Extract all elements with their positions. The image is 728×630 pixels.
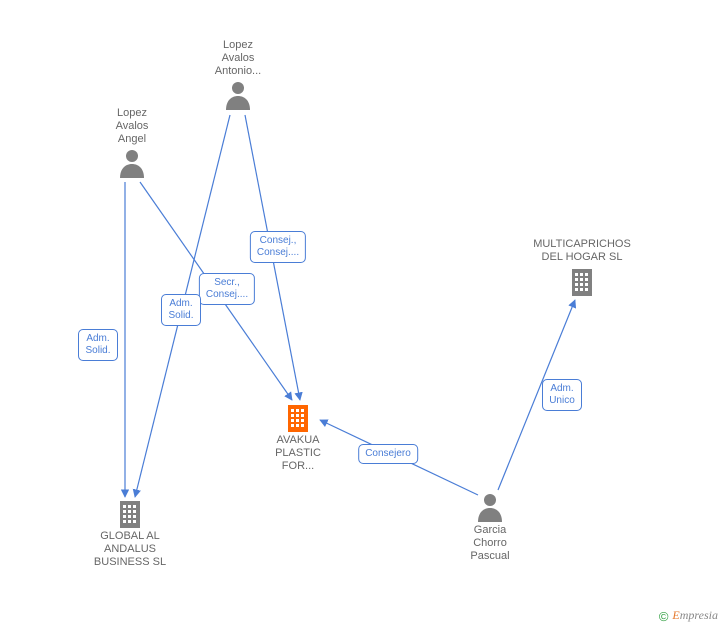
node-lopez_antonio[interactable]: Lopez Avalos Antonio...	[178, 39, 298, 110]
edge-label-lopez_antonio-global: Adm.Solid.	[161, 294, 201, 326]
person-icon	[224, 80, 252, 110]
copyright-symbol: ©	[659, 609, 669, 624]
building-icon	[116, 498, 144, 528]
person-icon	[476, 492, 504, 522]
edge-label-garcia-multicaprichos: Adm.Unico	[542, 379, 582, 411]
credit: ©Empresia	[659, 608, 718, 624]
edge-label-lopez_angel-global: Adm.Solid.	[78, 329, 118, 361]
diagram-canvas: Lopez Avalos Angel Lopez Avalos Antonio..…	[0, 0, 728, 630]
building-icon	[284, 402, 312, 432]
node-label: Lopez Avalos Antonio...	[178, 39, 298, 78]
node-avakua[interactable]: AVAKUA PLASTIC FOR...	[238, 402, 358, 473]
edge-label-lopez_antonio-avakua: Consej.,Consej....	[250, 231, 306, 263]
node-multicaprichos[interactable]: MULTICAPRICHOS DEL HOGAR SL	[522, 238, 642, 296]
credit-first: E	[672, 608, 679, 622]
node-garcia[interactable]: Garcia Chorro Pascual	[430, 492, 550, 563]
node-label: GLOBAL AL ANDALUS BUSINESS SL	[70, 530, 190, 569]
node-label: AVAKUA PLASTIC FOR...	[238, 434, 358, 473]
building-icon	[568, 266, 596, 296]
node-label: Lopez Avalos Angel	[72, 107, 192, 146]
node-global[interactable]: GLOBAL AL ANDALUS BUSINESS SL	[70, 498, 190, 569]
node-label: MULTICAPRICHOS DEL HOGAR SL	[522, 238, 642, 264]
edge-label-garcia-avakua: Consejero	[358, 444, 418, 464]
credit-rest: mpresia	[680, 608, 718, 622]
node-label: Garcia Chorro Pascual	[430, 524, 550, 563]
person-icon	[118, 148, 146, 178]
edge-label-lopez_angel-avakua: Secr.,Consej....	[199, 273, 255, 305]
node-lopez_angel[interactable]: Lopez Avalos Angel	[72, 107, 192, 178]
